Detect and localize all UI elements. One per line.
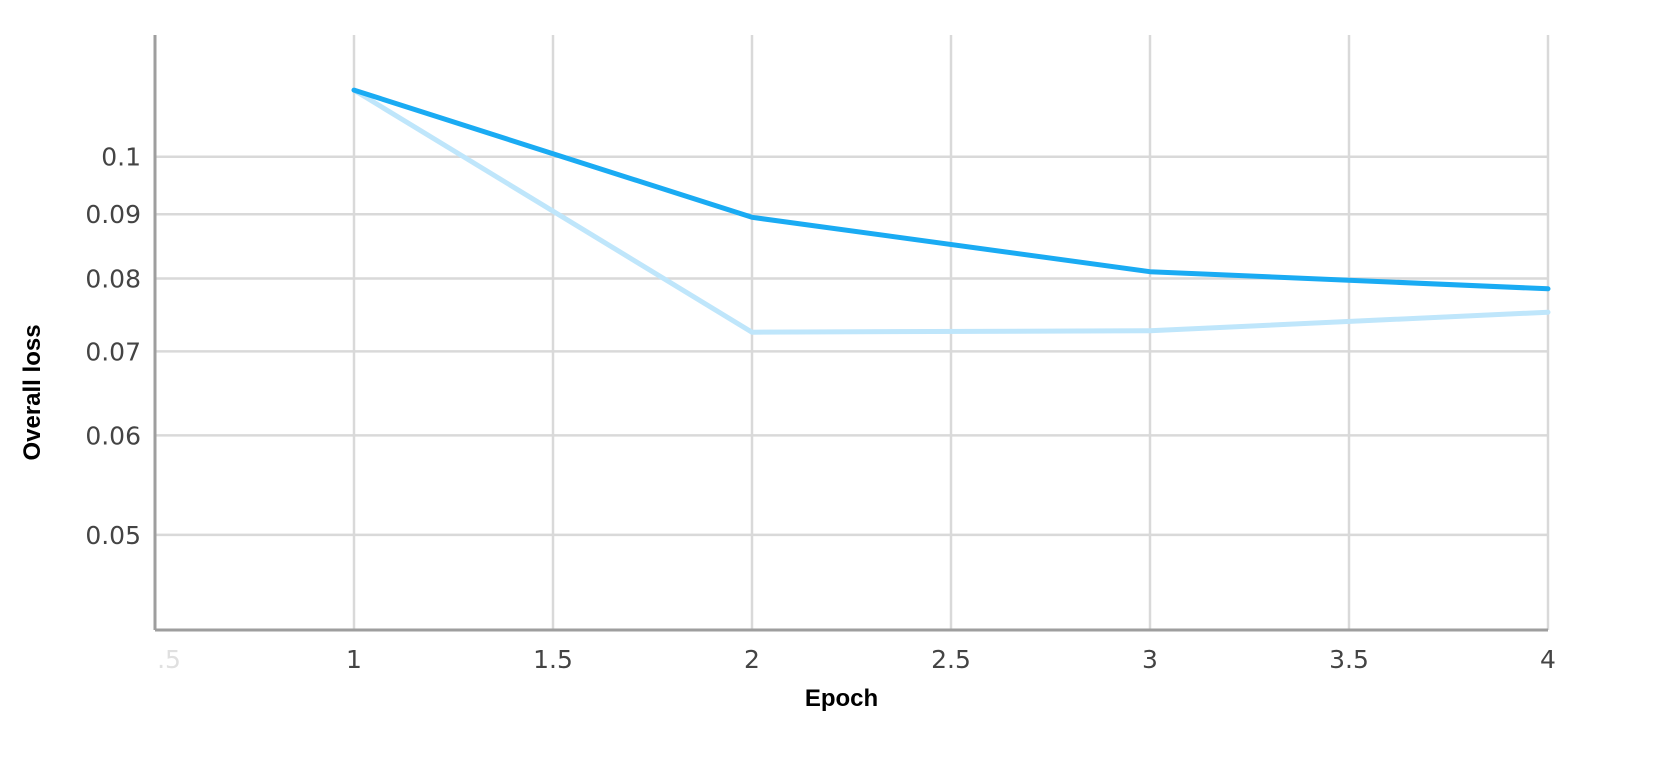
- x-tick-label: 4: [1540, 645, 1556, 674]
- y-tick-label: 0.09: [85, 200, 141, 229]
- x-tick-label: 1: [346, 645, 362, 674]
- series-lines: [351, 87, 1551, 335]
- y-tick-label: 0.08: [85, 264, 141, 293]
- x-tick-label: 1.5: [533, 645, 573, 674]
- x-tick-labels: .5 1 1.5 2 2.5 3 3.5 4: [157, 645, 1556, 674]
- y-tick-labels: 0.05 0.06 0.07 0.08 0.09 0.1: [85, 143, 141, 550]
- y-tick-label: 0.06: [85, 421, 141, 450]
- series-line-2: [351, 87, 1551, 335]
- x-tick-label: 3.5: [1329, 645, 1369, 674]
- y-tick-label: 0.1: [101, 143, 141, 172]
- y-tick-label: 0.05: [85, 521, 141, 550]
- series-line-1: [351, 87, 1551, 292]
- x-tick-label: 2.5: [931, 645, 971, 674]
- x-tick-label: 3: [1142, 645, 1158, 674]
- y-axis-title: Overall loss: [19, 324, 46, 460]
- x-axis-title: Epoch: [805, 685, 878, 712]
- x-tick-label: 2: [744, 645, 760, 674]
- y-tick-label: 0.07: [85, 337, 141, 366]
- x-tick-label: .5: [157, 645, 181, 674]
- y-gridlines: [155, 155, 1548, 537]
